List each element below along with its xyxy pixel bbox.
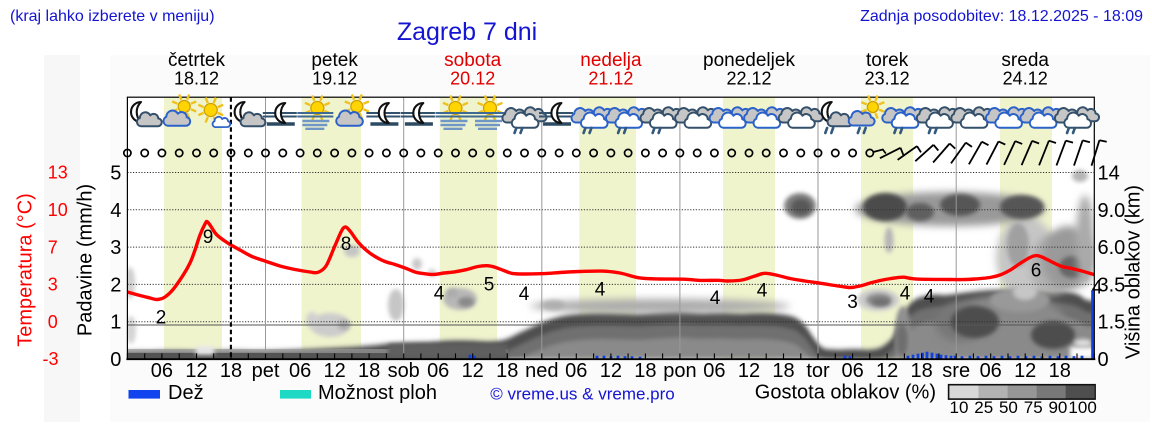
svg-text:0: 0 <box>110 349 121 371</box>
svg-text:2: 2 <box>156 308 167 329</box>
svg-text:2: 2 <box>110 274 121 296</box>
svg-text:9.0: 9.0 <box>1098 200 1126 222</box>
svg-text:18: 18 <box>634 360 656 382</box>
svg-text:(kraj lahko izberete v meniju): (kraj lahko izberete v meniju) <box>10 8 215 25</box>
svg-text:13: 13 <box>48 163 68 183</box>
svg-text:4: 4 <box>710 288 721 309</box>
svg-text:4: 4 <box>900 283 911 304</box>
svg-text:6: 6 <box>1031 260 1042 281</box>
svg-text:18: 18 <box>220 360 242 382</box>
svg-text:06: 06 <box>289 360 311 382</box>
svg-text:50: 50 <box>999 398 1018 417</box>
svg-text:4: 4 <box>519 284 530 305</box>
svg-text:-3: -3 <box>43 349 59 369</box>
svg-text:7: 7 <box>48 237 58 257</box>
svg-text:4: 4 <box>110 200 121 222</box>
svg-text:06: 06 <box>151 360 173 382</box>
svg-text:3: 3 <box>847 292 858 313</box>
svg-text:06: 06 <box>703 360 725 382</box>
svg-text:sob: sob <box>388 360 420 382</box>
svg-text:3: 3 <box>48 275 58 295</box>
svg-text:tor: tor <box>806 360 830 382</box>
svg-text:22.12: 22.12 <box>726 69 771 89</box>
svg-text:24.12: 24.12 <box>1003 69 1048 89</box>
svg-text:nedelja: nedelja <box>580 50 642 71</box>
svg-text:Temperatura (°C): Temperatura (°C) <box>15 193 37 347</box>
svg-text:4: 4 <box>1092 278 1103 299</box>
svg-text:8: 8 <box>341 234 352 255</box>
svg-text:ned: ned <box>525 360 558 382</box>
svg-text:petek: petek <box>311 50 358 71</box>
svg-text:4: 4 <box>434 284 445 305</box>
svg-text:18.12: 18.12 <box>174 69 219 89</box>
svg-text:3: 3 <box>110 237 121 259</box>
svg-text:14: 14 <box>1098 163 1120 185</box>
svg-text:75: 75 <box>1024 398 1043 417</box>
svg-text:18: 18 <box>496 360 518 382</box>
svg-text:06: 06 <box>980 360 1002 382</box>
svg-text:12: 12 <box>185 360 207 382</box>
svg-text:20.12: 20.12 <box>450 69 495 89</box>
svg-text:0: 0 <box>1098 349 1109 371</box>
svg-text:18: 18 <box>1049 360 1071 382</box>
svg-text:10: 10 <box>48 200 68 220</box>
svg-text:4: 4 <box>595 280 606 301</box>
svg-text:12: 12 <box>323 360 345 382</box>
svg-text:ponedeljek: ponedeljek <box>703 50 795 71</box>
svg-text:06: 06 <box>841 360 863 382</box>
svg-text:5: 5 <box>484 275 495 296</box>
svg-text:100: 100 <box>1068 398 1096 417</box>
svg-text:Gostota oblakov (%): Gostota oblakov (%) <box>755 382 936 404</box>
svg-text:© vreme.us & vreme.pro: © vreme.us & vreme.pro <box>490 385 674 404</box>
svg-text:4: 4 <box>924 286 935 307</box>
svg-text:Zadnja posodobitev: 18.12.2025: Zadnja posodobitev: 18.12.2025 - 18:09 <box>860 8 1143 25</box>
svg-text:pon: pon <box>663 360 696 382</box>
svg-text:Višina oblakov (km): Višina oblakov (km) <box>1123 185 1145 359</box>
svg-text:0: 0 <box>48 312 58 332</box>
svg-text:1: 1 <box>110 312 121 334</box>
svg-text:6.0: 6.0 <box>1098 237 1126 259</box>
svg-text:pet: pet <box>252 360 280 382</box>
svg-text:19.12: 19.12 <box>312 69 357 89</box>
svg-text:1.5: 1.5 <box>1098 312 1126 334</box>
svg-text:9: 9 <box>203 227 214 248</box>
svg-text:18: 18 <box>772 360 794 382</box>
svg-text:četrtek: četrtek <box>168 50 226 71</box>
svg-text:12: 12 <box>738 360 760 382</box>
svg-text:sobota: sobota <box>444 50 501 71</box>
svg-text:4: 4 <box>757 281 768 302</box>
svg-text:3.5: 3.5 <box>1098 274 1126 296</box>
svg-text:18: 18 <box>358 360 380 382</box>
svg-text:torek: torek <box>866 50 909 71</box>
svg-text:25: 25 <box>974 398 993 417</box>
svg-text:Zagreb 7 dni: Zagreb 7 dni <box>397 18 537 46</box>
svg-text:06: 06 <box>565 360 587 382</box>
svg-text:90: 90 <box>1048 398 1067 417</box>
svg-text:06: 06 <box>427 360 449 382</box>
svg-text:sreda: sreda <box>1001 50 1049 71</box>
svg-text:12: 12 <box>462 360 484 382</box>
svg-text:18: 18 <box>910 360 932 382</box>
svg-text:12: 12 <box>876 360 898 382</box>
svg-text:5: 5 <box>110 163 121 185</box>
svg-text:12: 12 <box>1014 360 1036 382</box>
svg-text:Dež: Dež <box>168 382 204 404</box>
svg-text:10: 10 <box>950 398 969 417</box>
svg-text:sre: sre <box>942 360 970 382</box>
svg-text:12: 12 <box>600 360 622 382</box>
svg-text:21.12: 21.12 <box>588 69 633 89</box>
svg-text:23.12: 23.12 <box>865 69 910 89</box>
svg-text:Možnost ploh: Možnost ploh <box>318 382 437 404</box>
svg-text:Padavine (mm/h): Padavine (mm/h) <box>75 184 97 336</box>
